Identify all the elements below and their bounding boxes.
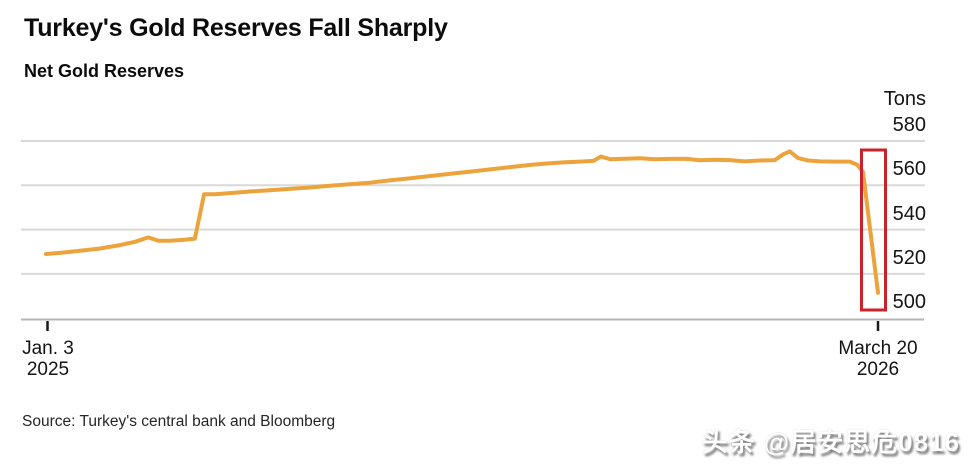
gridlines — [21, 140, 925, 275]
x-tick-label-jan3-2025: Jan. 3 2025 — [22, 338, 74, 380]
y-tick-label: 560 — [892, 158, 926, 181]
y-axis-unit-label: Tons — [883, 88, 926, 110]
y-tick-label: 580 — [892, 114, 926, 136]
x-tick-label-march20-2026: March 20 2026 — [838, 338, 917, 380]
x-tick-label-line1: Jan. 3 — [22, 338, 74, 359]
y-tick-label: 540 — [892, 202, 926, 225]
chart-subtitle: Net Gold Reserves — [24, 61, 185, 81]
y-tick-label: 500 — [892, 291, 926, 314]
x-tick-label-line2: 2026 — [856, 359, 900, 380]
x-tick-label-line1: March 20 — [838, 338, 918, 359]
reserves-line — [44, 149, 880, 295]
x-tick-label-line2: 2025 — [26, 359, 70, 380]
y-tick-label: 520 — [892, 246, 926, 269]
toutiao-watermark: 头条 @居安思危0816 — [701, 427, 960, 457]
page-title: Turkey's Gold Reserves Fall Sharply — [24, 14, 448, 42]
drop-highlight-box — [860, 148, 887, 312]
source-note: Source: Turkey's central bank and Bloomb… — [22, 413, 336, 430]
